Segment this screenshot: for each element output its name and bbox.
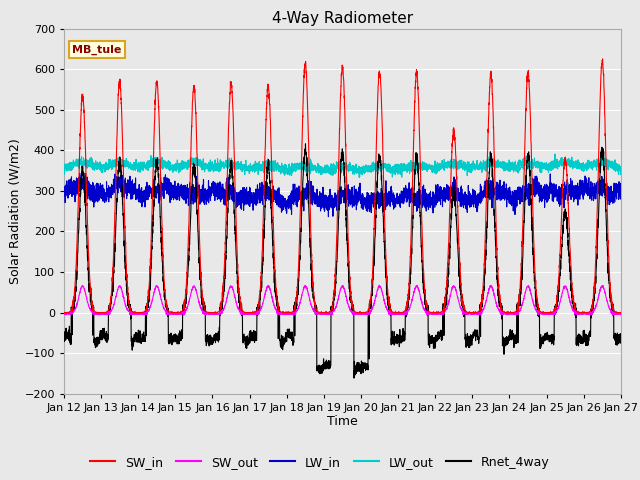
Y-axis label: Solar Radiation (W/m2): Solar Radiation (W/m2): [9, 138, 22, 284]
X-axis label: Time: Time: [327, 415, 358, 429]
Legend: SW_in, SW_out, LW_in, LW_out, Rnet_4way: SW_in, SW_out, LW_in, LW_out, Rnet_4way: [85, 451, 555, 474]
Title: 4-Way Radiometer: 4-Way Radiometer: [272, 11, 413, 26]
Text: MB_tule: MB_tule: [72, 45, 122, 55]
